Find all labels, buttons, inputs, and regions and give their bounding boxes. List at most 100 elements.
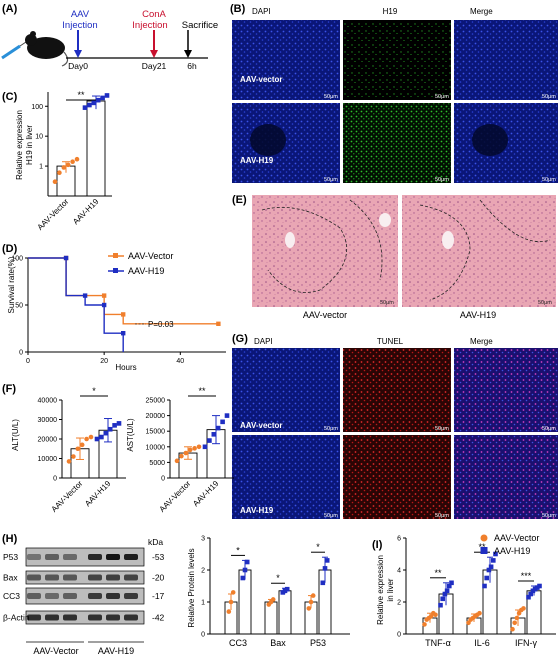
d-censor-1-1 (63, 255, 69, 261)
f-ast-ytick-label-1: 5000 (149, 460, 165, 467)
g-header-dapi: DAPI (254, 337, 273, 346)
chart-c: 1 10 100 AAV-Vector AAV-H19 ** (31, 90, 112, 232)
f-ast-ytick-label-0: 0 (161, 476, 165, 483)
i-legend-vector-marker (480, 534, 488, 542)
d-xtick-label-1: 20 (100, 358, 108, 365)
blot-band-3-4 (106, 614, 120, 621)
f-alt-ytick-label-2: 20000 (38, 437, 58, 444)
h-sig-2: * (316, 542, 320, 552)
f-ast-ytick-label-4: 20000 (146, 413, 166, 420)
e-label-vector: AAV-vector (303, 310, 347, 320)
c-bar-1 (86, 100, 106, 197)
blot-kda-0: -53 (152, 552, 165, 562)
panel-label-d: (D) (2, 243, 18, 255)
blot-band-3-1 (45, 614, 59, 621)
blot-protein-2: CC3 (3, 591, 20, 601)
blot-band-3-3 (88, 614, 102, 621)
blot-band-0-0 (27, 554, 41, 560)
i-point-1-1-5 (493, 551, 498, 557)
d-ytick-label-1: 50 (15, 303, 23, 310)
f-ast-ytick-label-2: 10000 (146, 444, 166, 451)
h-point-0-0-0 (226, 609, 232, 614)
b-row-label-h19: AAV-H19 (240, 156, 274, 165)
g-dapi-h19 (232, 435, 340, 519)
i-ytick-label-3: 6 (397, 536, 401, 543)
c-point-1-4 (100, 95, 105, 101)
f-ast-point-1-2 (211, 432, 217, 437)
i-point-1-1-3 (488, 564, 494, 570)
f-ast-point-0-4 (192, 446, 197, 451)
h-point-0-0-1 (228, 599, 234, 605)
g-scale-4: 50μm (324, 513, 338, 519)
blot-band-0-5 (124, 554, 138, 560)
d-xtick-label-2: 40 (176, 358, 184, 365)
h-point-2-1-2 (324, 558, 330, 563)
blot-group-h19: AAV-H19 (98, 646, 134, 656)
i-point-2-0-3 (516, 610, 522, 616)
g-scale-5: 50μm (435, 513, 449, 519)
f-alt-point-0-5 (88, 434, 94, 440)
h-bar-1-1 (278, 590, 292, 635)
f-ast-point-0-2 (183, 450, 189, 456)
chart-f-ast: 0 5000 10000 15000 20000 25000 AAV-VectorAAV-H… (146, 386, 234, 514)
b-scale-2: 50μm (435, 94, 449, 100)
d-xlabel: Hours (115, 363, 136, 372)
i-point-1-1-0 (482, 583, 487, 589)
h-point-2-1-1 (322, 566, 328, 571)
e-he-vector (252, 195, 398, 307)
b-dapi-vector (232, 20, 340, 100)
blot-strip-3 (25, 610, 145, 625)
blot-band-1-0 (27, 574, 41, 581)
blot-kda-3: -42 (152, 613, 165, 623)
i-point-1-1-2 (486, 567, 492, 573)
f-alt-xlabel-1: AAV-H19 (83, 479, 113, 509)
f-ast-point-0-3 (187, 447, 193, 453)
panel-label-g: (G) (232, 333, 248, 345)
f-alt-ytick-label-0: 0 (53, 476, 57, 483)
c-ytick-label-1: 10 (35, 134, 43, 141)
f-alt-point-0-3 (79, 442, 85, 448)
d-censor-1-5 (101, 302, 107, 308)
i-point-1-1-1 (484, 575, 489, 581)
h-point-2-1-0 (320, 580, 326, 586)
panel-label-h: (H) (2, 533, 18, 545)
blot-band-0-1 (45, 554, 59, 560)
h-sig-1: * (276, 573, 280, 583)
i-point-0-1-0 (438, 602, 443, 608)
cona-injection-line1: ConA (142, 9, 166, 20)
h-point-0-0-2 (230, 590, 236, 595)
c-point-1-2 (91, 100, 97, 106)
f-alt-point-0-4 (84, 436, 89, 442)
h-point-2-0-2 (310, 593, 316, 598)
g-scale-6: 50μm (542, 513, 556, 519)
i-ytick-label-2: 4 (397, 568, 401, 575)
i-point-2-0-1 (512, 620, 517, 626)
blot-protein-0: P53 (3, 552, 18, 562)
f-alt-point-1-1 (99, 434, 104, 440)
b-scale-1: 50μm (324, 94, 338, 100)
h-ytick-label-1: 1 (201, 600, 205, 607)
d-censor-0-3 (101, 293, 107, 298)
b-header-h19: H19 (383, 7, 398, 16)
b-h19-vector (343, 20, 451, 100)
i-point-0-0-5 (433, 612, 438, 618)
b-merge-vector (454, 20, 558, 100)
panel-label-i: (I) (372, 539, 383, 551)
f-ast-point-1-5 (224, 413, 230, 418)
f-ast-point-1-1 (207, 438, 212, 443)
blot-band-0-2 (63, 554, 77, 560)
h-bar-1-0 (264, 601, 278, 635)
f-ast-sig: ** (198, 386, 206, 396)
blot-kda-1: -20 (152, 573, 165, 583)
g-tunel-h19 (343, 435, 451, 519)
d-ytick-label-2: 100 (11, 256, 23, 263)
blot-protein-3: β-Actin (3, 613, 30, 623)
h-xlabel-2: P53 (310, 638, 326, 648)
blot-protein-1: Bax (3, 573, 18, 583)
f-ast-point-0-5 (196, 444, 202, 450)
b-scale-4: 50μm (324, 177, 338, 183)
f-alt-xlabel-0: AAV-Vector (50, 479, 85, 514)
f-ast-point-0-0 (174, 458, 180, 464)
blot-strip-0 (25, 547, 145, 567)
